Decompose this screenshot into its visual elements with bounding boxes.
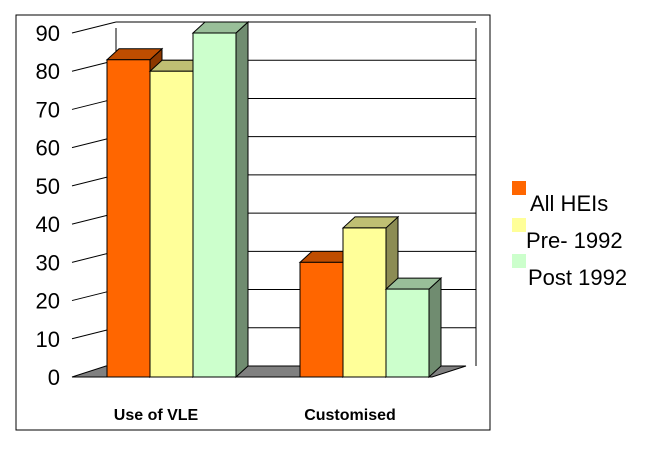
legend-label: Pre- 1992 <box>526 228 623 253</box>
y-tick-label: 20 <box>36 289 60 314</box>
legend-label: All HEIs <box>530 191 608 216</box>
bar-post-1992-customised <box>384 276 443 379</box>
y-tick-label: 0 <box>48 365 60 390</box>
y-tick-label: 40 <box>36 212 60 237</box>
y-tick-label: 60 <box>36 136 60 161</box>
legend-swatch <box>512 218 526 232</box>
bar-post-1992-use-of-vle <box>191 20 250 379</box>
legend-swatch <box>512 254 526 268</box>
legend-swatch <box>512 181 526 195</box>
x-category-label: Use of VLE <box>114 407 199 424</box>
y-axis-ticks: 0 10 20 30 40 50 60 70 80 90 <box>36 21 60 390</box>
y-tick-label: 80 <box>36 59 60 84</box>
bars <box>105 20 443 379</box>
legend-label: Post 1992 <box>528 265 627 290</box>
y-tick-label: 30 <box>36 250 60 275</box>
y-tick-label: 10 <box>36 327 60 352</box>
x-axis-categories: Use of VLE Customised <box>114 407 396 424</box>
y-tick-label: 90 <box>36 21 60 46</box>
gridline-connector <box>71 21 117 34</box>
legend: All HEIs Pre- 1992 Post 1992 <box>512 181 627 290</box>
x-category-label: Customised <box>304 407 396 424</box>
y-tick-label: 50 <box>36 174 60 199</box>
y-tick-label: 70 <box>36 97 60 122</box>
